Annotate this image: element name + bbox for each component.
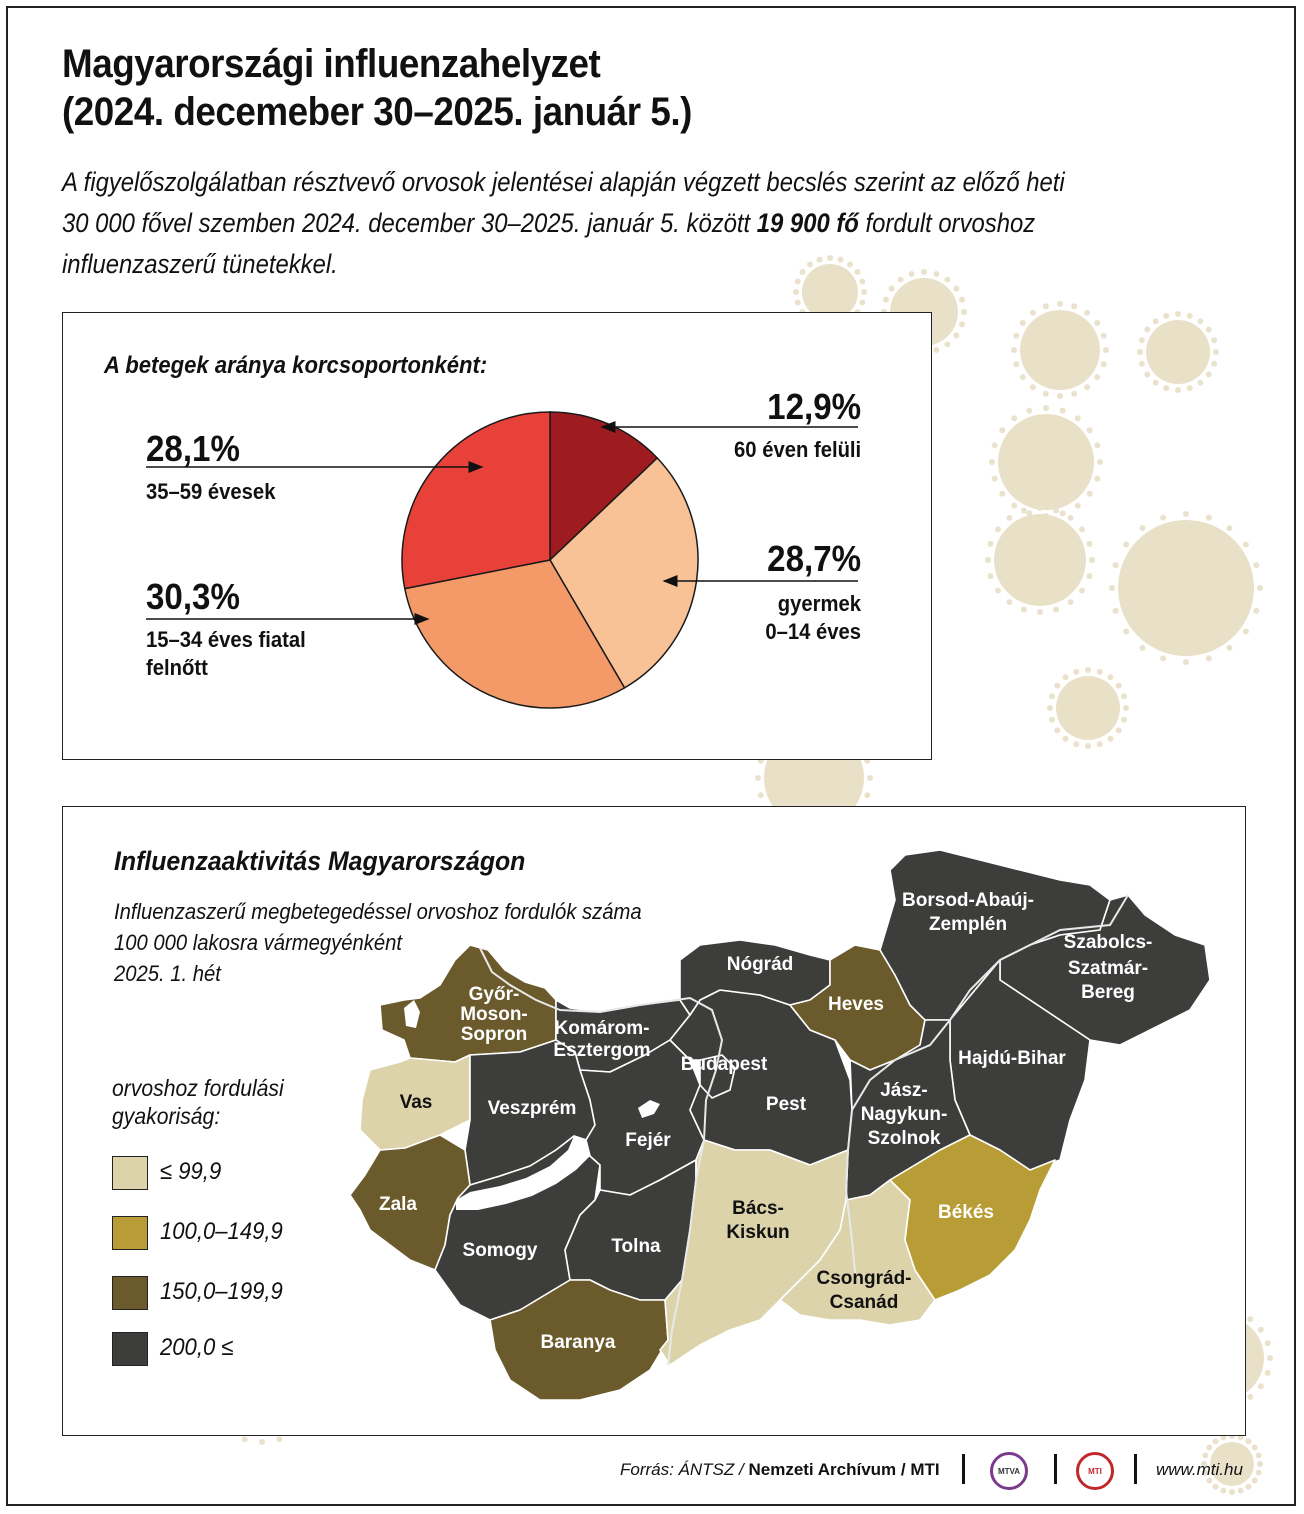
label-0-14: gyermek 0–14 éves [765,591,861,644]
virus-particle-icon [1109,511,1263,665]
pct-35-59: 28,1% [146,428,240,469]
label-zala: Zala [379,1194,417,1215]
pct-15-34: 30,3% [146,576,240,617]
footer-separator [1054,1454,1057,1484]
label-bekes: Békés [938,1202,994,1223]
pie-slice-3 [401,411,551,590]
label-pest: Pest [766,1094,807,1115]
label-60plus: 60 éven felüli [733,437,861,462]
footer-separator [962,1454,965,1484]
lake-balaton [456,1136,590,1210]
label-budapest: Budapest [681,1054,768,1075]
map-subtitle: Influenzaszerű megbetegedéssel orvoshoz … [114,899,642,986]
label-tolna: Tolna [611,1236,661,1257]
label-bacs: Bács-Kiskun [726,1198,789,1243]
pct-0-14: 28,7% [767,538,861,579]
label-gyor: Győr-Moson-Sopron [460,984,528,1045]
pct-60plus: 12,9% [767,386,861,427]
label-fejer: Fejér [625,1130,671,1151]
label-15-34: 15–34 éves fiatal felnőtt [146,627,306,680]
label-nograd: Nógrád [727,954,794,975]
lake-velence [638,1100,660,1118]
pie-chart-title: A betegek aránya korcsoportonként: [104,352,488,379]
label-veszprem: Veszprém [488,1098,577,1119]
website-link[interactable]: www.mti.hu [1156,1460,1243,1479]
footer-separator [1134,1454,1137,1484]
region-vas [359,1054,471,1151]
tisza-river [844,894,1129,1283]
label-heves: Heves [828,994,884,1015]
label-somogy: Somogy [463,1240,538,1261]
legend-swatch [112,1276,148,1310]
label-hajdu: Hajdú-Bihar [958,1048,1066,1069]
legend-title: orvoshoz fordulási gyakoriság: [112,1075,284,1129]
label-szabolcs: Szabolcs-Szatmár-Bereg [1064,932,1153,1003]
mti-logo-icon: MTI [1076,1452,1114,1490]
label-vas: Vas [400,1092,433,1113]
virus-particle-icon [1011,301,1109,399]
virus-particle-icon [1047,667,1129,749]
legend-swatch [112,1216,148,1250]
virus-particle-icon [1137,311,1219,393]
danube-river [479,947,724,1366]
legend-swatch [112,1332,148,1366]
map-title: Influenzaaktivitás Magyarországon [114,846,526,876]
region-bács-kiskun [659,1139,849,1366]
label-jasz: Jász-Nagykun-Szolnok [861,1080,948,1149]
legend-swatch [112,1156,148,1190]
mtva-logo-icon: MTVA [990,1452,1028,1490]
source-credit: Forrás: ÁNTSZ / Nemzeti Archívum / MTI [620,1460,940,1479]
lake-ferto [404,1000,420,1028]
label-borsod: Borsod-Abaúj-Zemplén [902,890,1034,935]
lead-paragraph: A figyelőszolgálatban résztvevő orvosok … [62,167,1065,279]
virus-particle-icon [989,405,1103,519]
label-komarom: Komárom-Esztergom [553,1018,650,1061]
virus-particle-icon [985,505,1095,615]
label-csongrad: Csongrád-Csanád [817,1268,912,1313]
page-frame [6,6,1296,1506]
label-35-59: 35–59 évesek [146,479,276,504]
page-title: Magyarországi influenzahelyzet (2024. de… [62,42,692,134]
label-baranya: Baranya [541,1332,616,1353]
region-békés [889,1134,1056,1301]
